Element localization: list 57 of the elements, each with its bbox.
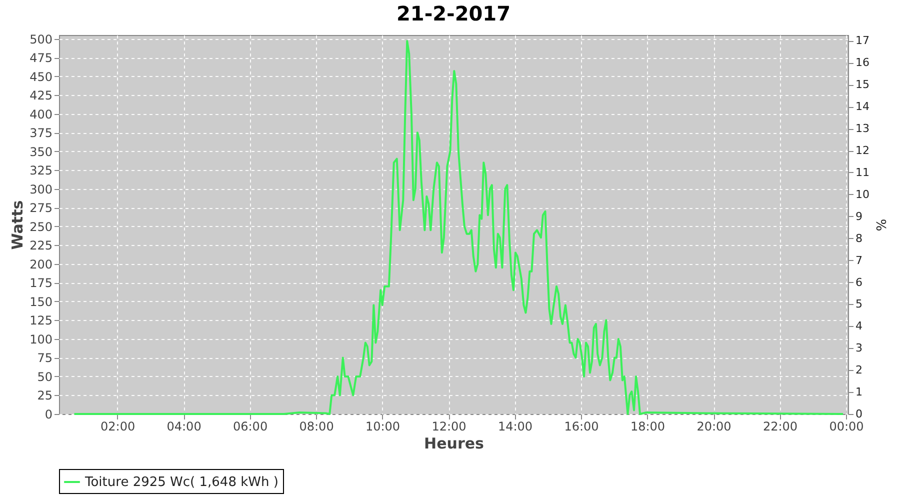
y2-tick-label: 13 [856,122,870,136]
y-tick-label: 225 [30,238,52,253]
y2-tick-label: 9 [856,210,862,223]
x-tick-label: 16:00 [564,420,599,434]
x-tick-label: 20:00 [696,420,732,434]
y-tick-label: 200 [30,257,52,272]
y2-tick-label: 11 [856,166,870,179]
y-tick-label: 475 [30,51,52,66]
y-tick-label: 450 [30,70,52,84]
y-tick-label: 400 [30,107,52,122]
y-tick-label: 500 [30,32,52,46]
y-tick-label: 125 [30,314,52,328]
x-tick-label: 14:00 [498,420,533,434]
y-tick-label: 325 [30,164,52,178]
y-tick-label: 25 [37,388,52,403]
x-tick-label: 12:00 [432,420,466,434]
y2-axis-title: % [872,218,888,232]
y2-tick-label: 3 [856,342,862,355]
y2-tick-label: 17 [856,34,870,48]
y2-tick-label: 1 [856,386,862,399]
y-tick-label: 300 [30,182,52,196]
x-axis-title: Heures [424,434,484,452]
y-tick-label: 150 [30,294,52,309]
y2-tick-label: 5 [856,298,862,311]
y2-tick-label: 15 [856,78,870,92]
line-series [73,40,844,415]
x-tick-label: 00:00 [829,420,864,434]
y2-tick-label: 12 [856,144,870,157]
y2-tick-label: 4 [856,320,862,333]
x-tick-label: 10:00 [365,420,400,434]
y2-tick-label: 2 [856,364,862,377]
x-tick-label: 02:00 [100,420,136,434]
y-axis-title: Watts [8,200,27,250]
y2-tick-label: 8 [856,232,862,245]
y2-tick-label: 10 [856,188,870,201]
y-tick-label: 275 [30,201,52,216]
y-tick-label: 175 [30,276,52,290]
y-tick-label: 425 [30,88,52,103]
x-tick-label: 22:00 [762,420,798,434]
y2-tick-label: 7 [856,254,862,267]
y-tick-label: 100 [30,332,52,346]
chart-title: 21-2-2017 [396,1,511,26]
y2-tick-label: 6 [856,276,862,289]
x-tick-label: 18:00 [630,420,666,434]
y-tick-label: 0 [44,408,52,422]
y-tick-label: 375 [30,126,52,140]
y-tick-label: 50 [37,370,52,384]
y-tick-label: 350 [30,144,52,159]
x-tick-label: 08:00 [299,420,334,434]
y2-tick-label: 14 [856,100,870,114]
y-tick-label: 75 [37,351,52,366]
y2-tick-label: 0 [856,408,862,420]
legend-label: Toiture 2925 Wc( 1,648 kWh ) [84,475,278,490]
y2-tick-label: 16 [856,56,870,70]
y-tick-label: 250 [30,220,52,234]
x-tick-label: 04:00 [166,420,202,434]
x-tick-label: 06:00 [232,420,268,434]
